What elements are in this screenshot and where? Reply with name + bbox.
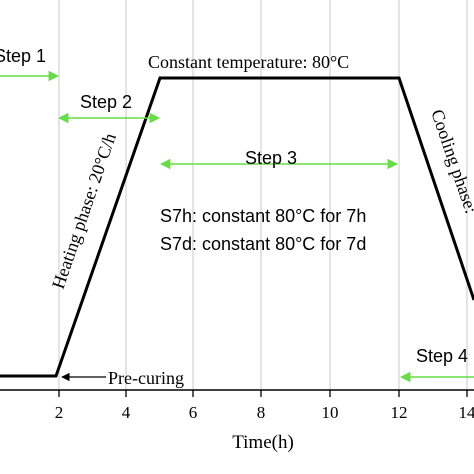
x-axis-title: Time(h) — [232, 432, 294, 453]
x-tick-label-12: 12 — [391, 403, 408, 422]
step1-label: Step 1 — [0, 46, 46, 66]
x-tick-label-6: 6 — [189, 403, 198, 422]
step2-label: Step 2 — [80, 92, 132, 112]
temperature-profile-line — [0, 76, 474, 378]
step4-label: Step 4 — [416, 346, 468, 366]
x-tick-label-8: 8 — [257, 403, 266, 422]
x-axis-ticks — [58, 390, 468, 397]
step3-label: Step 3 — [245, 148, 297, 168]
x-tick-label-4: 4 — [122, 403, 131, 422]
x-tick-label-2: 2 — [55, 403, 64, 422]
constant-temperature-label: Constant temperature: 80°C — [148, 52, 349, 72]
gridlines — [58, 0, 468, 390]
s7h-label: S7h: constant 80°C for 7h — [160, 206, 366, 226]
pre-curing-label: Pre-curing — [108, 368, 184, 388]
x-tick-label-14: 14 — [459, 403, 474, 422]
s7d-label: S7d: constant 80°C for 7d — [160, 234, 366, 254]
x-tick-label-10: 10 — [322, 403, 339, 422]
